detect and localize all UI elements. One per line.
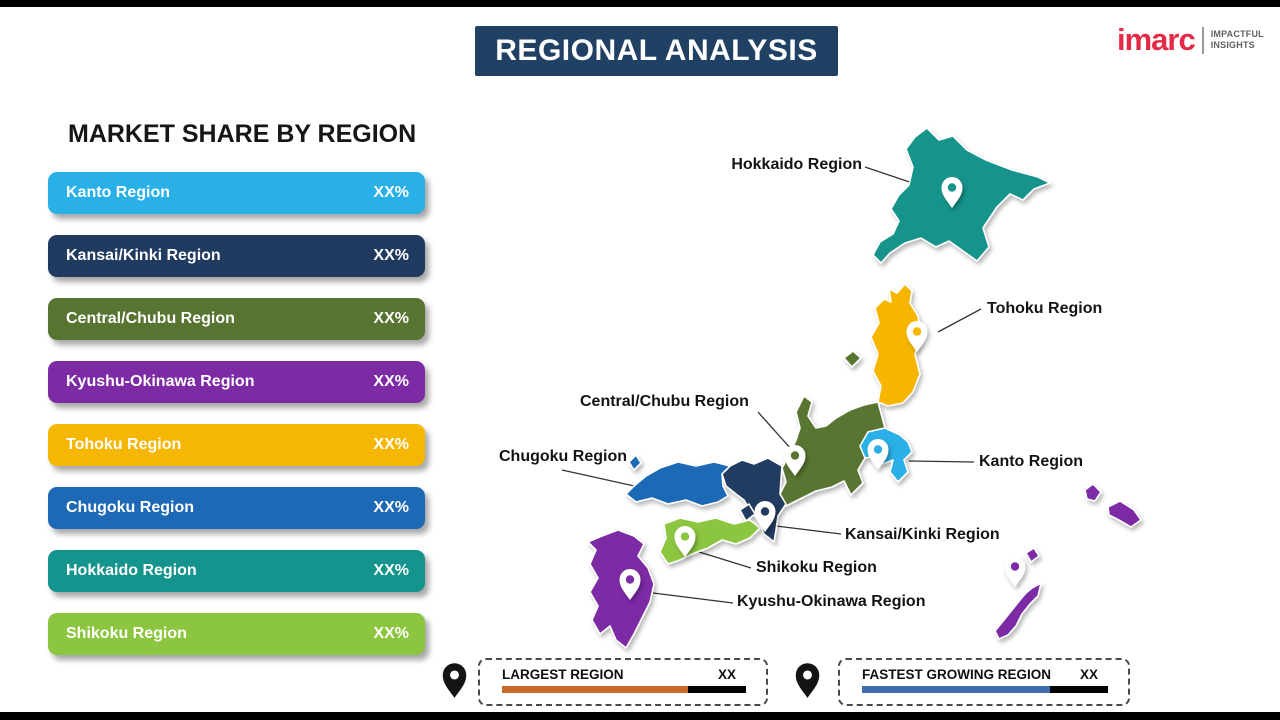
region-name: Shikoku Region [66, 625, 187, 642]
map-label-hokkaido: Hokkaido Region [731, 156, 862, 173]
legend-largest-label: LARGEST REGION [502, 667, 624, 682]
region-name: Chugoku Region [66, 499, 194, 516]
legend-largest-value: XX [717, 667, 736, 682]
region-name: Tohoku Region [66, 436, 182, 453]
map-region-kyushu [587, 529, 655, 649]
market-share-bar-tohoku: Tohoku Region XX% [48, 424, 425, 466]
legend-fastest-bar [862, 686, 1108, 693]
pin-tohoku-icon [906, 321, 928, 352]
top-black-strip [0, 0, 1280, 7]
logo-tagline-line2: INSIGHTS [1210, 40, 1255, 51]
map-label-chugoku: Chugoku Region [499, 448, 627, 465]
legend-fastest-growing-region: FASTEST GROWING REGION XX [838, 658, 1130, 706]
connector-kansai [775, 525, 842, 535]
map-pins [619, 177, 1026, 600]
pin-okinawa-icon [1004, 556, 1026, 587]
map-label-kansai: Kansai/Kinki Region [845, 526, 1000, 543]
map-label-kyushu: Kyushu-Okinawa Region [737, 593, 926, 610]
pin-chubu-icon [784, 445, 806, 476]
map-island-okinawa-1 [1084, 483, 1102, 502]
market-share-bar-kyushu-okinawa: Kyushu-Okinawa Region XX% [48, 361, 425, 403]
map-label-chubu: Central/Chubu Region [580, 393, 749, 410]
pin-shikoku-icon [674, 526, 696, 557]
legend-largest-region: LARGEST REGION XX [478, 658, 768, 706]
region-share-value: XX% [373, 310, 409, 327]
legend-fastest-label: FASTEST GROWING REGION [862, 667, 1052, 682]
market-share-bar-kansai: Kansai/Kinki Region XX% [48, 235, 425, 277]
pin-hokkaido-icon [941, 177, 963, 208]
connector-kanto [908, 460, 975, 463]
legend-largest-bar-black [688, 686, 746, 693]
region-share-value: XX% [373, 499, 409, 516]
logo-tagline: IMPACTFUL INSIGHTS [1211, 24, 1264, 52]
market-share-list: Kanto Region XX% Kansai/Kinki Region XX%… [48, 172, 425, 676]
imarc-logo: imarc IMPACTFUL INSIGHTS [1117, 24, 1264, 55]
map-label-kanto: Kanto Region [979, 453, 1083, 470]
japan-map [561, 127, 1142, 649]
region-share-value: XX% [373, 562, 409, 579]
market-share-bar-chubu: Central/Chubu Region XX% [48, 298, 425, 340]
largest-region-pin-icon [442, 663, 467, 698]
legend-largest-bar [502, 686, 746, 693]
pin-kansai-icon [754, 501, 776, 532]
map-island-tsushima [628, 454, 642, 471]
map-island-okinawa-main [994, 582, 1042, 640]
pin-kyushu-icon [619, 569, 641, 600]
connector-tohoku [937, 308, 982, 333]
map-island-okinawa-3 [1025, 547, 1040, 563]
legend-fastest-bar-black [1050, 686, 1108, 693]
market-share-bar-hokkaido: Hokkaido Region XX% [48, 550, 425, 592]
page-title: REGIONAL ANALYSIS [475, 26, 838, 76]
region-share-value: XX% [373, 247, 409, 264]
legend-largest-bar-color [502, 686, 688, 693]
region-share-value: XX% [373, 625, 409, 642]
region-name: Hokkaido Region [66, 562, 197, 579]
bottom-black-strip [0, 712, 1280, 720]
map-region-shikoku [659, 517, 761, 565]
connector-chubu [757, 411, 793, 451]
market-share-bar-shikoku: Shikoku Region XX% [48, 613, 425, 655]
pin-kanto-icon [867, 439, 889, 470]
region-name: Kyushu-Okinawa Region [66, 373, 255, 390]
region-share-value: XX% [373, 373, 409, 390]
logo-divider [1201, 27, 1204, 54]
region-name: Central/Chubu Region [66, 310, 235, 327]
market-share-heading: MARKET SHARE BY REGION [68, 120, 417, 148]
legend-fastest-bar-color [862, 686, 1050, 693]
region-share-value: XX% [373, 184, 409, 201]
map-region-hokkaido [872, 127, 1051, 264]
map-label-tohoku: Tohoku Region [987, 300, 1103, 317]
map-region-chubu [779, 395, 886, 507]
logo-brand-text: imarc [1117, 22, 1196, 57]
connector-kyushu [652, 592, 734, 604]
connector-shikoku [695, 550, 752, 569]
map-island-sado [843, 350, 862, 368]
logo-tagline-line1: IMPACTFUL [1210, 29, 1264, 39]
map-region-chugoku [625, 461, 731, 507]
map-island-okinawa-2 [1107, 500, 1142, 528]
fastest-region-pin-icon [795, 663, 820, 698]
region-name: Kanto Region [66, 184, 170, 201]
region-name: Kansai/Kinki Region [66, 247, 221, 264]
region-share-value: XX% [373, 436, 409, 453]
map-label-shikoku: Shikoku Region [756, 559, 877, 576]
market-share-bar-kanto: Kanto Region XX% [48, 172, 425, 214]
legend-fastest-value: XX [1079, 667, 1098, 682]
market-share-bar-chugoku: Chugoku Region XX% [48, 487, 425, 529]
